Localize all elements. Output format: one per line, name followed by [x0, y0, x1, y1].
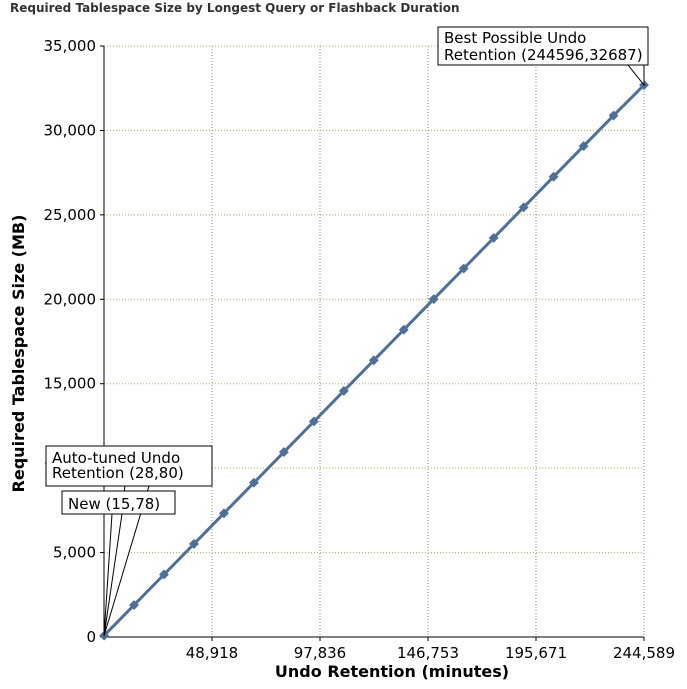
axes: [100, 45, 645, 641]
data-point: [338, 385, 349, 396]
x-axis-title: Undo Retention (minutes): [275, 662, 509, 681]
y-tick-label: 35,000: [44, 37, 97, 55]
data-point: [218, 508, 229, 519]
callout-label: New (15,78): [68, 495, 160, 513]
callout-box: [45, 445, 213, 487]
callout-box: [437, 26, 649, 66]
data-point: [129, 600, 139, 611]
y-tick-label: 15,000: [44, 375, 97, 393]
callout-pointer: [626, 64, 645, 87]
y-tick-label: 0: [86, 628, 96, 646]
series-line: [99, 80, 649, 641]
data-point: [458, 263, 469, 274]
callout-label: Auto-tuned Undo: [52, 449, 180, 467]
data-point: [368, 355, 379, 366]
data-point: [398, 324, 409, 335]
y-axis-title: Required Tablespace Size (MB): [9, 215, 28, 493]
x-tick-label: 97,836: [294, 644, 347, 662]
data-point: [488, 232, 499, 243]
chart-title: Required Tablespace Size by Longest Quer…: [10, 1, 460, 15]
data-point: [278, 447, 289, 458]
callout-label: Best Possible Undo: [444, 29, 586, 47]
data-point: [428, 294, 439, 305]
y-tick-label: 5,000: [53, 544, 96, 562]
data-point: [308, 416, 319, 427]
grid-lines: [104, 45, 645, 637]
callout-label: Retention (244596,32687): [444, 46, 643, 64]
y-tick-label: 30,000: [44, 121, 97, 139]
data-point: [548, 171, 559, 182]
data-point: [578, 141, 589, 152]
x-tick-label: 244,589: [613, 644, 675, 662]
callout-label: Retention (28,80): [52, 464, 184, 482]
callout-box: [61, 490, 176, 515]
y-tick-label: 20,000: [44, 290, 97, 308]
data-point: [518, 202, 529, 213]
y-tick-label: 25,000: [44, 206, 97, 224]
x-tick-label: 48,918: [186, 644, 239, 662]
data-point: [159, 569, 169, 580]
data-point: [248, 477, 259, 488]
data-point: [189, 538, 199, 549]
data-point: [608, 110, 619, 121]
x-tick-label: 195,671: [505, 644, 567, 662]
x-tick-label: 146,753: [397, 644, 459, 662]
